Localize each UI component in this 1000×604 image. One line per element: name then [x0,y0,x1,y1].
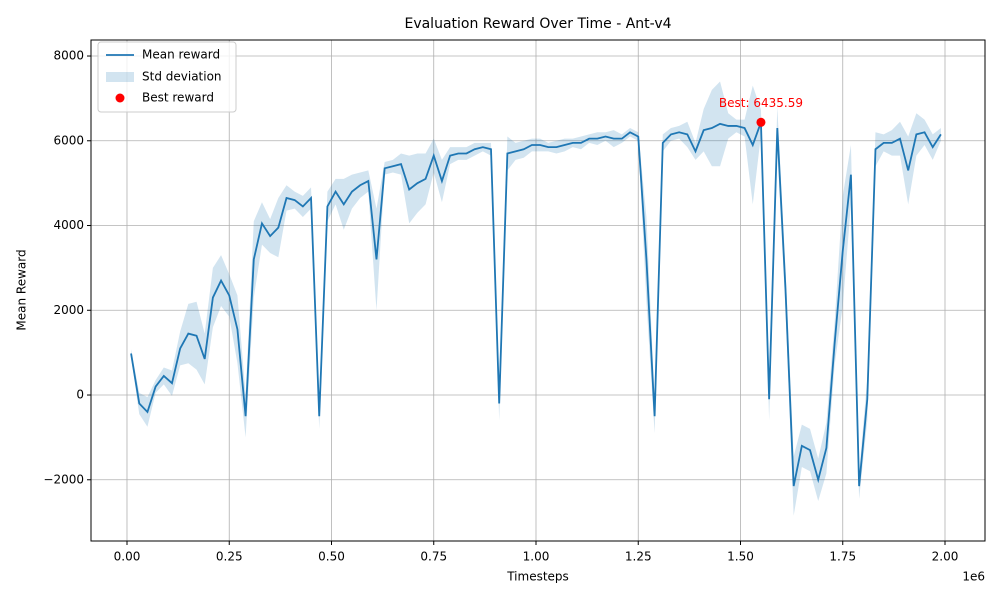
legend-band [106,72,134,82]
x-tick-label: 0.75 [420,550,447,564]
x-axis-label: Timesteps [506,570,569,584]
x-tick-label: 0.25 [216,550,243,564]
legend-box [97,41,237,113]
y-axis-label: Mean Reward [15,249,29,330]
plot-frame [90,39,986,542]
x-tick-label: 0.50 [318,550,345,564]
x-tick-label: 1.25 [625,550,652,564]
x-tick-label: 1.75 [829,550,856,564]
std-band [131,81,941,516]
y-tick-label: 4000 [53,218,84,232]
chart-title: Evaluation Reward Over Time - Ant-v4 [404,16,671,32]
x-tick-label: 1.50 [727,550,754,564]
legend-label: Std deviation [142,70,222,84]
y-tick-label: 0 [76,388,84,402]
x-tick-label: 1.00 [523,550,550,564]
best-annotation: Best: 6435.59 [719,96,803,110]
legend-label: Mean reward [142,48,220,62]
y-tick-label: 8000 [53,49,84,63]
mean-line [130,122,942,487]
x-offset-label: 1e6 [962,570,985,584]
y-tick-label: 6000 [53,133,84,147]
x-tick-label: 0.00 [114,550,141,564]
x-tick-label: 2.00 [932,550,959,564]
legend-label: Best reward [142,91,214,105]
y-tick-label: 2000 [53,303,84,317]
legend-dot [115,93,125,103]
y-tick-label: −2000 [43,472,84,486]
best-point [756,117,766,127]
